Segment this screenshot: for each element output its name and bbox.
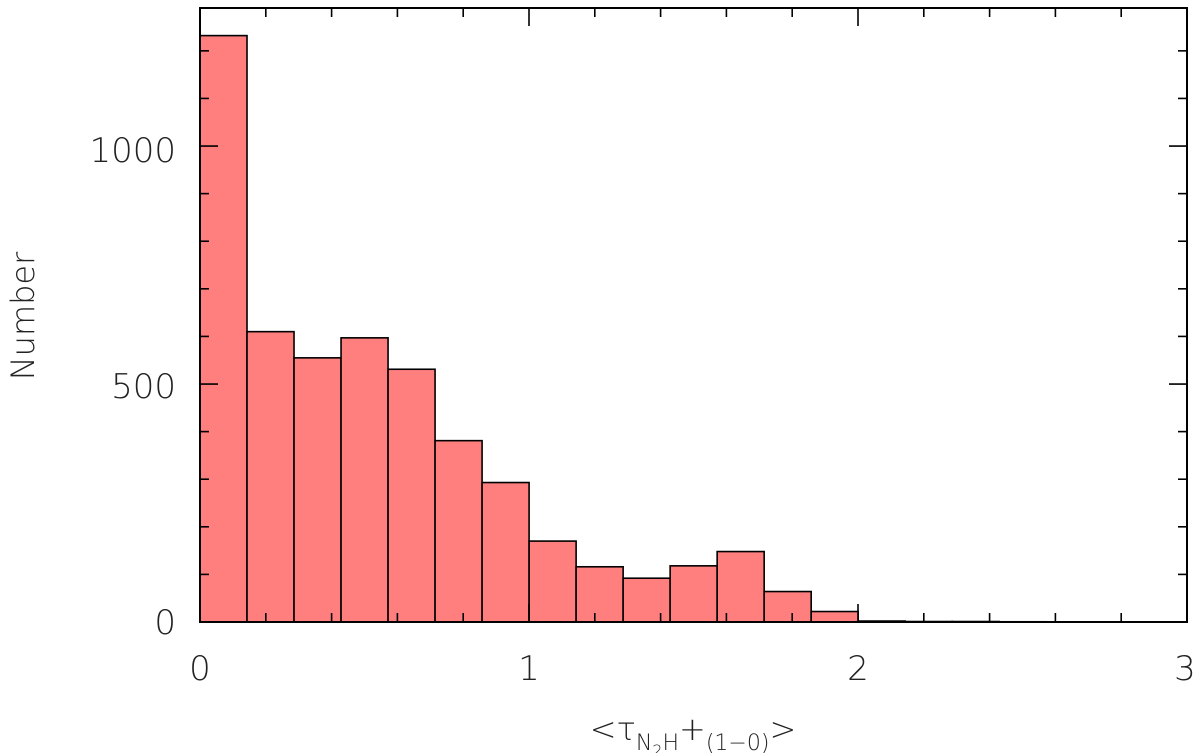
plot-frame — [199, 7, 1188, 623]
ticks-group — [199, 8, 1188, 623]
x-axis-title-close: > — [769, 710, 796, 748]
y-axis-title: Number — [4, 251, 42, 380]
x-tick-label-1: 1 — [518, 649, 540, 689]
x-axis-title: <τN2H+(1−0)> — [590, 710, 797, 753]
y-tick-label-0: 0 — [154, 603, 176, 643]
histogram-bar-7 — [528, 540, 577, 623]
bars-group — [199, 34, 1048, 623]
x-tick-label-3: 3 — [1174, 649, 1196, 689]
x-axis-title-plus: + — [679, 710, 706, 748]
y-tick-label-1000: 1000 — [89, 131, 176, 171]
histogram-bar-3 — [340, 337, 389, 623]
histogram-bar-12 — [763, 590, 812, 623]
histogram-bar-0 — [199, 34, 248, 623]
histogram-bar-10 — [669, 565, 718, 623]
histogram-bar-6 — [481, 481, 530, 623]
histogram-bar-5 — [434, 439, 483, 623]
histogram-bar-2 — [293, 357, 342, 623]
y-tick-label-500: 500 — [111, 367, 176, 407]
x-axis-title-sub-n: N — [636, 731, 652, 753]
histogram-bar-8 — [575, 565, 624, 623]
x-tick-label-0: 0 — [189, 649, 211, 689]
histogram-bar-11 — [716, 550, 765, 623]
histogram-bar-9 — [622, 577, 671, 623]
x-tick-label-2: 2 — [847, 649, 869, 689]
x-axis-title-open: <τ — [590, 710, 636, 748]
histogram-bar-13 — [810, 610, 859, 623]
x-axis-title-sub-h: H — [662, 731, 679, 753]
x-axis-title-sub-transition: (1−0) — [706, 731, 770, 753]
x-axis-title-sub-2: 2 — [652, 741, 662, 753]
histogram-bar-1 — [246, 330, 295, 623]
histogram-bar-4 — [387, 368, 436, 623]
